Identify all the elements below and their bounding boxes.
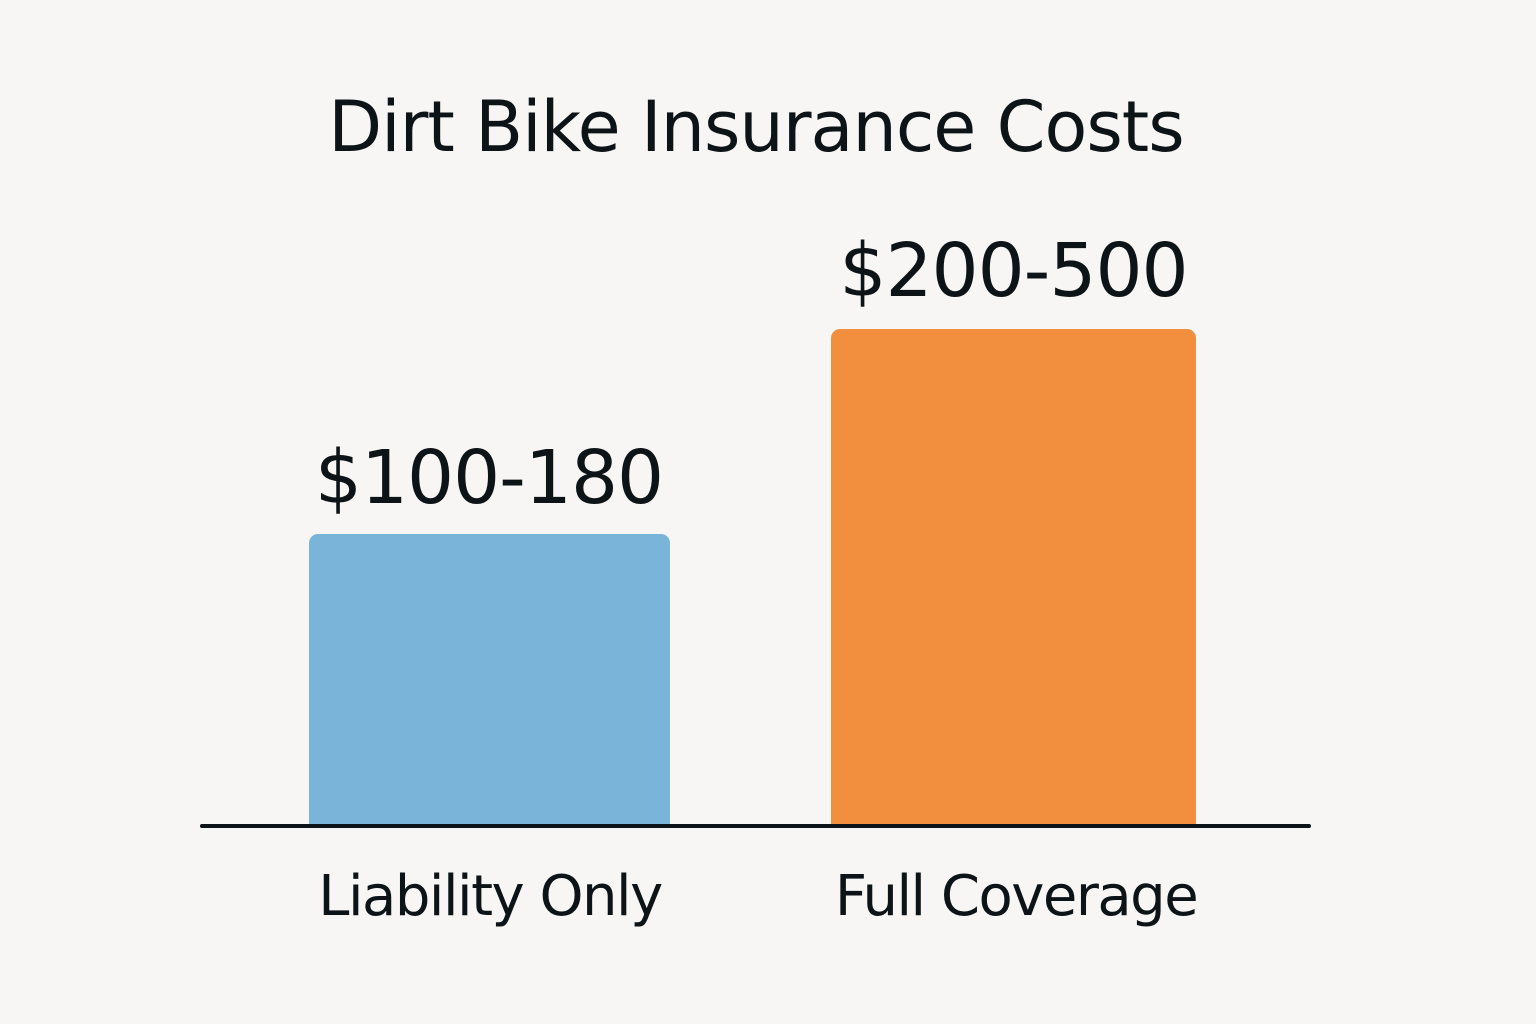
category-label-full-coverage: Full Coverage [834,864,1199,929]
x-axis-line [200,824,1311,828]
bar-full-coverage [831,329,1196,826]
bar-value-label-full-coverage: $200-500 [839,228,1188,314]
chart-title: Dirt Bike Insurance Costs [328,86,1184,168]
bar-liability-only [309,534,670,826]
bar-value-label-liability: $100-180 [314,435,664,521]
category-label-liability: Liability Only [318,864,663,929]
